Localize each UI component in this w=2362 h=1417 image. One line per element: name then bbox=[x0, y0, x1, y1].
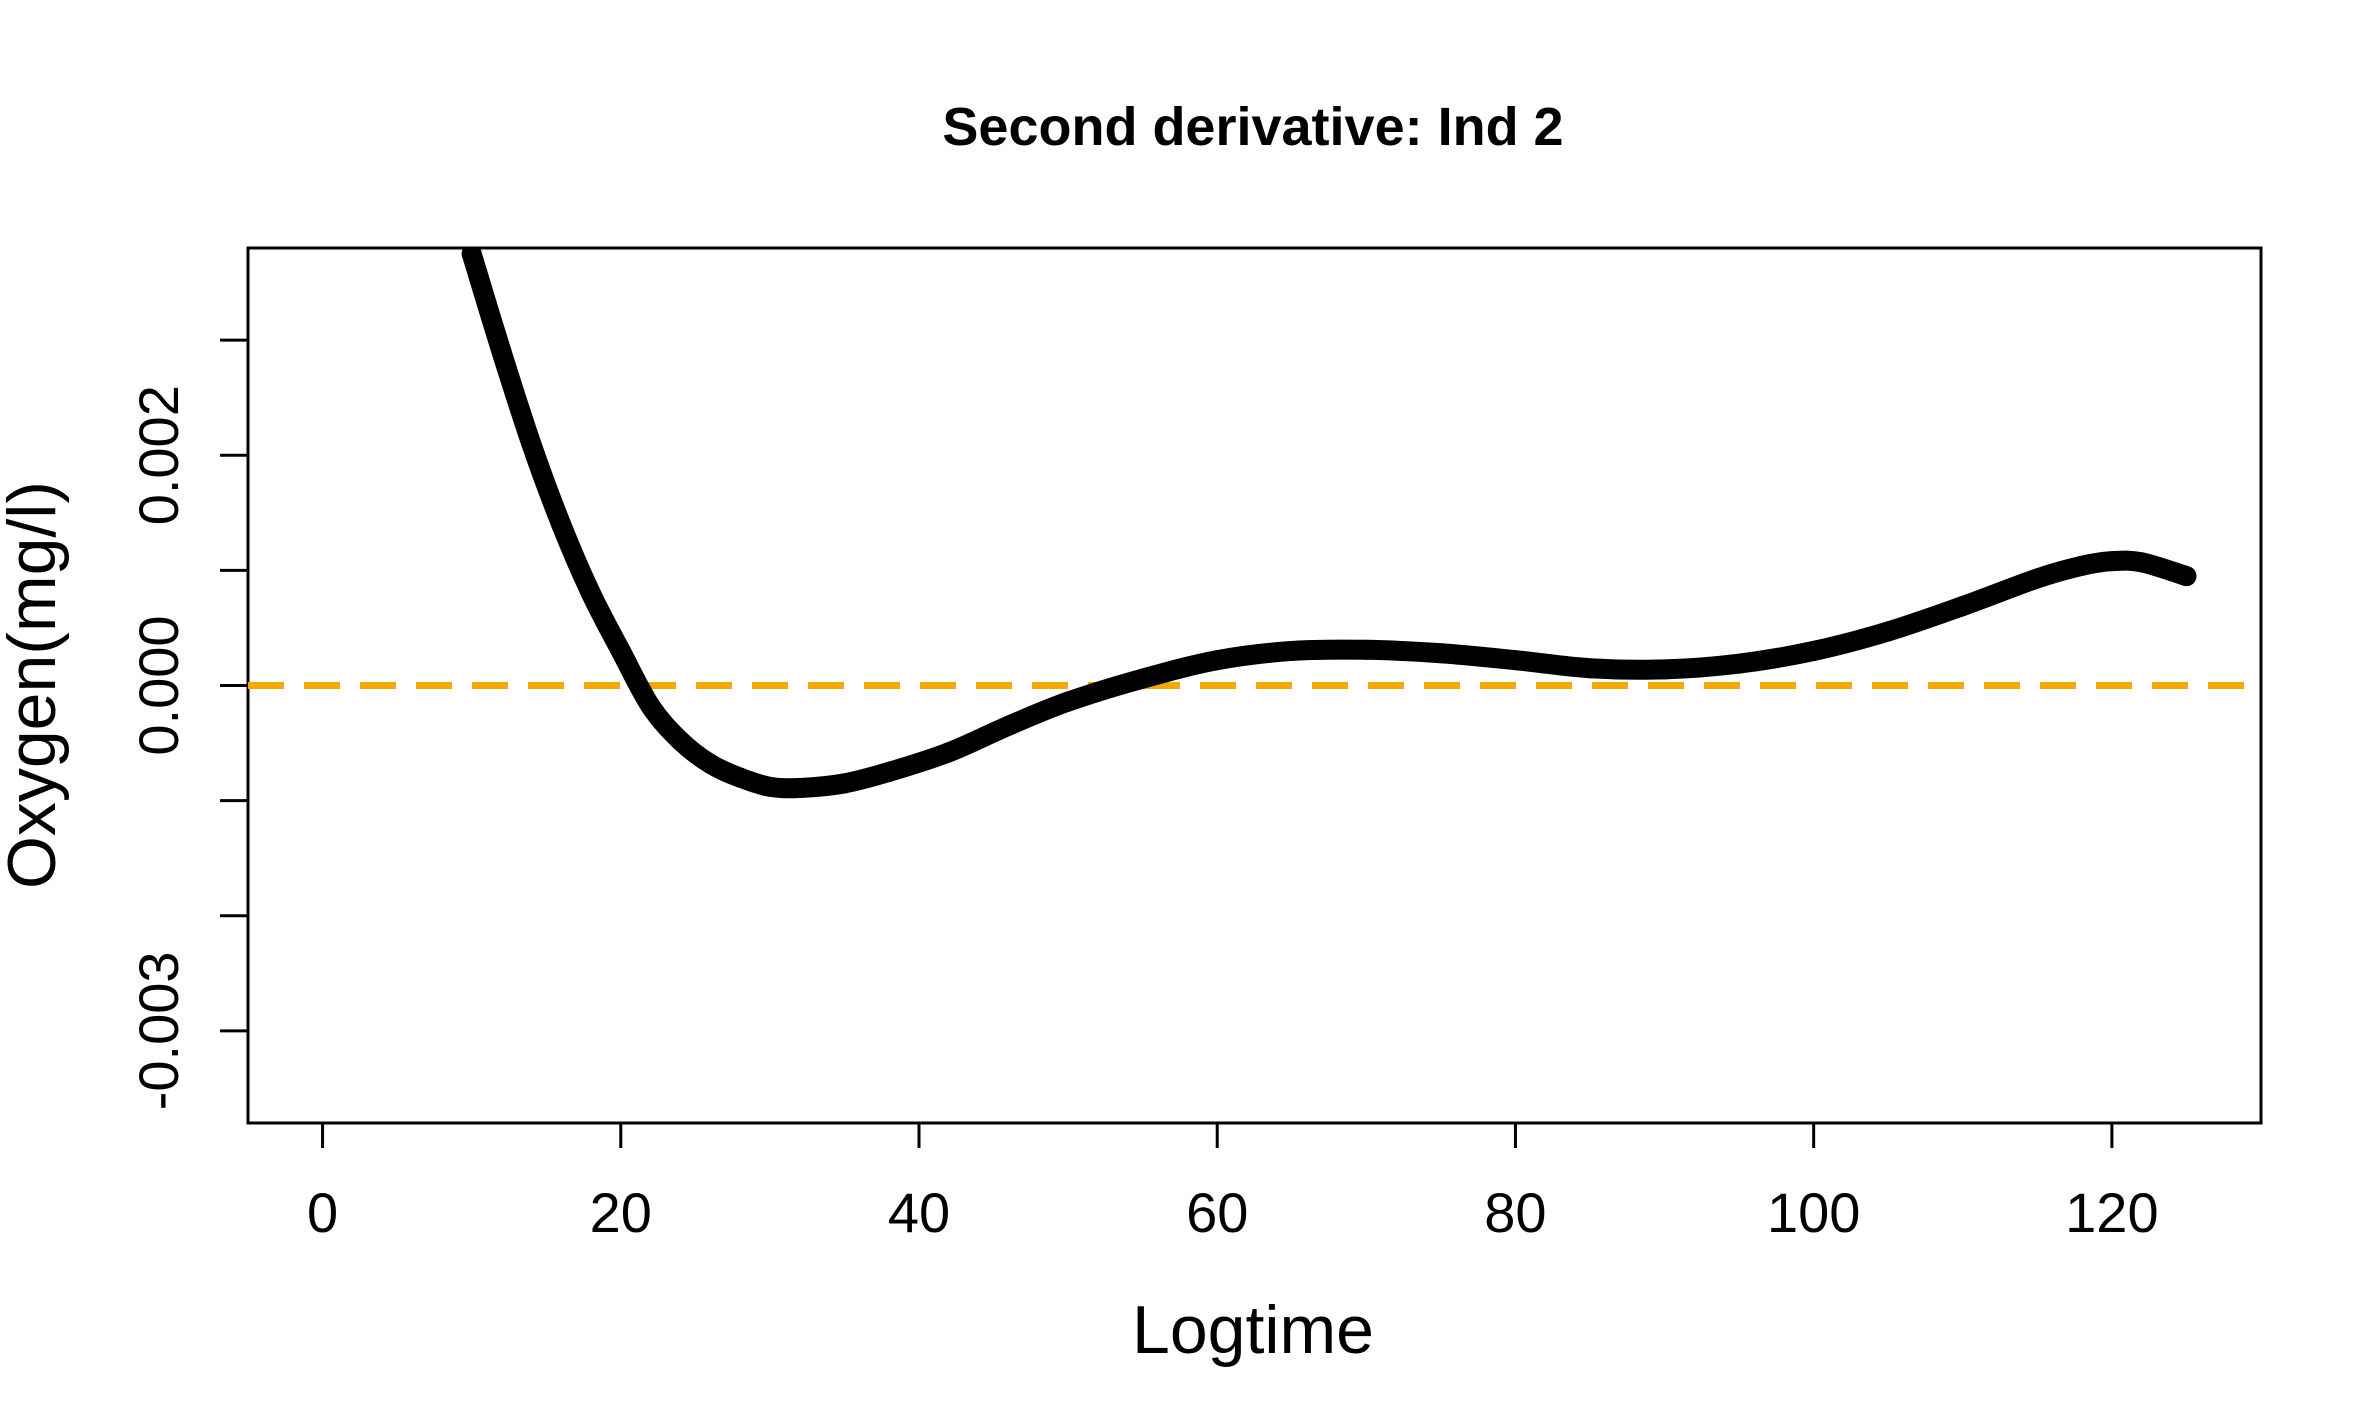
data-point bbox=[1803, 640, 1824, 661]
second-derivative-curve bbox=[461, 248, 2197, 799]
data-point bbox=[759, 776, 780, 797]
data-point bbox=[491, 341, 512, 362]
data-point bbox=[1580, 658, 1600, 679]
x-tick-label: 100 bbox=[1767, 1181, 1860, 1244]
y-tick-label: -0.003 bbox=[127, 951, 190, 1110]
data-point bbox=[1132, 668, 1153, 689]
data-point bbox=[1654, 659, 1675, 680]
data-point bbox=[1952, 596, 1973, 617]
y-tick-label: 0.000 bbox=[127, 615, 190, 755]
data-point bbox=[1207, 650, 1228, 671]
x-tick-label: 60 bbox=[1186, 1181, 1248, 1244]
data-point bbox=[670, 730, 691, 751]
data-point bbox=[1505, 650, 1526, 671]
y-axis: -0.003 0.000 0.002 bbox=[127, 338, 250, 1110]
data-point bbox=[938, 742, 959, 763]
data-point bbox=[2131, 552, 2152, 573]
x-tick-label: 0 bbox=[307, 1181, 338, 1244]
data-point bbox=[1878, 621, 1899, 642]
data-point bbox=[2072, 555, 2093, 576]
data-point bbox=[1058, 691, 1079, 712]
data-point bbox=[700, 753, 721, 774]
series-layer bbox=[461, 248, 2197, 799]
data-point bbox=[521, 433, 542, 454]
data-point bbox=[730, 767, 751, 788]
data-point bbox=[461, 248, 482, 264]
x-tick-label: 40 bbox=[888, 1181, 950, 1244]
data-point bbox=[2027, 568, 2048, 589]
data-point bbox=[610, 640, 631, 661]
data-point bbox=[640, 696, 661, 717]
data-point bbox=[1356, 639, 1377, 660]
data-point bbox=[1729, 653, 1750, 674]
data-point bbox=[2176, 566, 2197, 587]
x-tick-label: 120 bbox=[2065, 1181, 2158, 1244]
data-point bbox=[834, 773, 855, 794]
y-axis-label: Oxygen(mg/l) bbox=[0, 481, 70, 889]
data-point bbox=[1281, 640, 1302, 661]
x-axis: 0 20 40 60 80 100 120 bbox=[307, 1121, 2159, 1244]
data-point bbox=[551, 514, 572, 535]
chart-title: Second derivative: Ind 2 bbox=[942, 97, 1563, 157]
data-point bbox=[580, 583, 601, 604]
y-tick-label: 0.002 bbox=[127, 385, 190, 525]
data-point bbox=[789, 777, 810, 798]
data-point bbox=[879, 761, 900, 782]
x-tick-label: 20 bbox=[590, 1181, 652, 1244]
data-point bbox=[2101, 551, 2122, 572]
x-axis-label: Logtime bbox=[1132, 1292, 1374, 1368]
data-point bbox=[998, 715, 1019, 736]
data-point bbox=[1430, 643, 1451, 664]
x-tick-label: 80 bbox=[1484, 1181, 1546, 1244]
